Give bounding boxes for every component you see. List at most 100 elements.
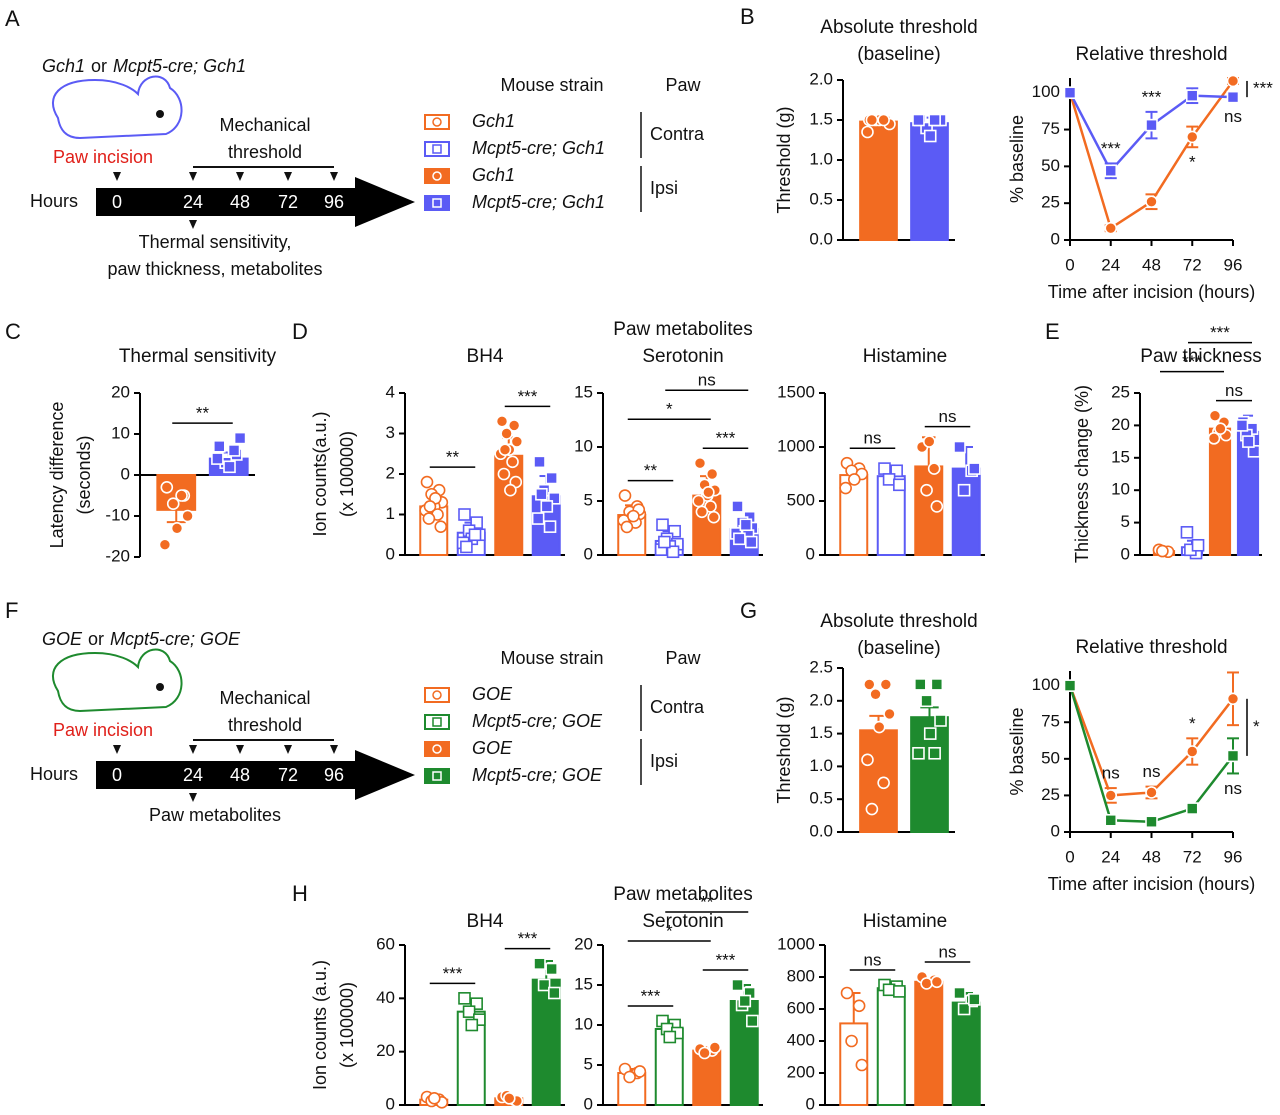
data-point	[223, 460, 236, 474]
legend-group: Ipsi	[650, 751, 678, 771]
y-tick-label: 200	[787, 1062, 815, 1081]
chart-title: Histamine	[863, 346, 947, 367]
sig-label: ***	[443, 964, 463, 983]
panel-label: C	[5, 319, 21, 344]
bar	[951, 467, 981, 557]
data-point	[1185, 745, 1199, 758]
legend-entry: GOE	[472, 684, 513, 704]
y-tick-label: 2.0	[809, 690, 833, 709]
section-title: Paw metabolites	[613, 319, 752, 340]
data-point	[227, 444, 241, 457]
mouse-eye	[156, 683, 164, 691]
data-point	[877, 113, 890, 127]
data-point	[545, 471, 558, 485]
bracket-label: *	[1253, 717, 1260, 736]
time-marker	[189, 220, 197, 229]
data-point	[702, 486, 715, 499]
time-marker	[236, 172, 244, 181]
data-point	[731, 500, 744, 513]
data-point	[158, 538, 172, 552]
x-tick-label: 0	[1065, 847, 1074, 866]
legend-swatch	[424, 114, 450, 130]
section-title: Paw metabolites	[613, 884, 752, 905]
data-point	[1145, 118, 1158, 132]
y-tick-label: 0.0	[809, 821, 833, 840]
sig-label: ns	[939, 942, 957, 961]
note: Paw metabolites	[149, 805, 281, 825]
bar	[531, 978, 561, 1107]
x-tick-label: 96	[1224, 847, 1243, 866]
y-axis-label: % baseline	[1007, 115, 1027, 203]
y-tick-label: 2.5	[809, 657, 833, 676]
timepoint: 96	[324, 192, 344, 212]
data-point	[1214, 422, 1227, 435]
y-tick-label: 0	[806, 1094, 815, 1113]
y-tick-label: 0.0	[809, 229, 833, 248]
data-point	[535, 487, 548, 501]
y-tick-label: 5	[584, 1054, 593, 1073]
data-point	[1156, 544, 1169, 558]
y-tick-label: 0	[121, 464, 130, 483]
data-point	[705, 467, 719, 481]
y-tick-label: 25	[1111, 382, 1130, 401]
sig-label: **	[196, 404, 210, 423]
y-tick-label: 0	[1051, 229, 1060, 248]
data-point	[920, 977, 933, 990]
legend-group: Contra	[650, 124, 705, 144]
data-point	[922, 435, 936, 448]
data-point	[1242, 435, 1255, 448]
y-tick-label: 75	[1041, 119, 1060, 138]
measure-label: Mechanical	[219, 688, 310, 708]
data-point	[434, 520, 448, 533]
data-point	[531, 512, 545, 525]
data-point	[1185, 802, 1199, 815]
legend-header: Paw	[665, 75, 701, 95]
y-tick-label: 20	[574, 934, 593, 953]
legend-swatch	[424, 141, 450, 157]
data-point	[1104, 813, 1118, 827]
data-point	[1104, 789, 1118, 802]
data-point	[957, 1002, 971, 1016]
chart-title: Paw thickness	[1140, 346, 1261, 367]
timepoint: 72	[278, 765, 298, 785]
y-tick-label: 600	[787, 998, 815, 1017]
data-point	[920, 483, 933, 497]
panel-label: E	[1045, 319, 1060, 344]
y-tick-label: 75	[1041, 712, 1060, 731]
data-point	[462, 1005, 476, 1018]
data-point	[1104, 221, 1118, 235]
data-point	[872, 720, 886, 734]
y-tick-label: 1.0	[809, 756, 833, 775]
strain-b: Mcpt5-cre; Gch1	[113, 56, 246, 76]
timepoint: 24	[183, 765, 203, 785]
y-axis-label: Threshold (g)	[774, 106, 794, 213]
data-point	[1191, 538, 1205, 552]
chart-subtitle: (baseline)	[857, 44, 940, 65]
hours-label: Hours	[30, 764, 78, 784]
data-point	[879, 678, 893, 691]
data-point	[953, 440, 966, 454]
chart-title: BH4	[467, 911, 504, 932]
measure-label: threshold	[228, 142, 302, 162]
data-point	[923, 727, 937, 740]
data-point	[1145, 786, 1158, 799]
y-tick-label: 1	[386, 504, 395, 523]
data-point	[882, 473, 896, 486]
data-point	[861, 753, 874, 767]
timepoint: 72	[278, 192, 298, 212]
sig-label: ***	[518, 387, 538, 406]
data-point	[1185, 130, 1199, 144]
data-point	[213, 439, 226, 453]
strain-a: GOE	[42, 629, 83, 649]
y-axis-label: Ion counts (a.u.)	[310, 960, 330, 1090]
note: paw thickness, metabolites	[107, 259, 322, 279]
data-point	[707, 510, 721, 524]
x-tick-label: 48	[1142, 847, 1161, 866]
y-tick-label: 20	[111, 382, 130, 401]
y-tick-label: 10	[1111, 480, 1130, 499]
hours-label: Hours	[30, 191, 78, 211]
y-tick-label: -20	[105, 546, 130, 565]
y-tick-label: 40	[376, 988, 395, 1007]
sig-label: ns	[1225, 381, 1243, 400]
x-axis-label: Time after incision (hours)	[1048, 874, 1255, 894]
